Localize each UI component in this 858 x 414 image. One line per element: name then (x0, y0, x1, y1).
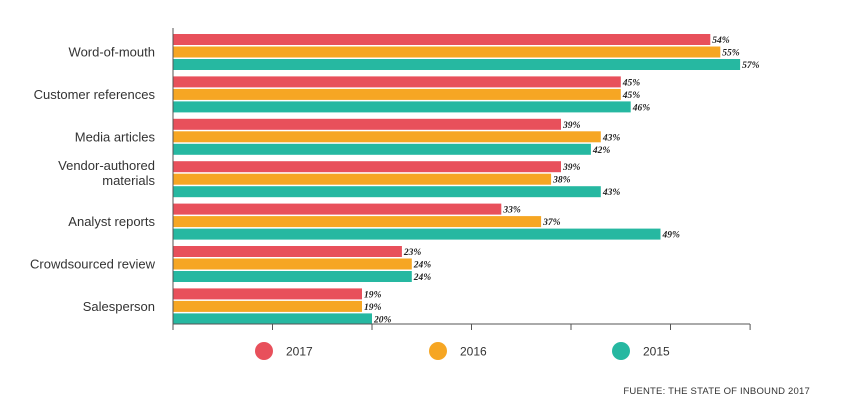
category-label: Crowdsourced review (30, 257, 156, 272)
category-label: Vendor-authored (58, 158, 155, 173)
value-label: 37% (542, 218, 561, 228)
value-label: 49% (662, 231, 681, 241)
bar-2015-1 (173, 101, 631, 113)
bar-2017-5 (173, 246, 402, 257)
bars-group (173, 34, 741, 325)
bar-2017-0 (173, 34, 711, 45)
value-label: 39% (562, 121, 581, 131)
value-label: 43% (602, 133, 621, 143)
value-label: 45% (622, 91, 641, 101)
source-note: FUENTE: THE STATE OF INBOUND 2017 (623, 386, 810, 397)
value-label: 45% (622, 78, 641, 88)
value-label: 20% (373, 315, 392, 325)
category-label: Salesperson (83, 299, 155, 314)
x-axis (172, 28, 751, 330)
value-label: 39% (562, 163, 581, 173)
category-label: Word-of-mouth (69, 45, 155, 60)
bar-2015-6 (173, 313, 372, 325)
labels-group: 54% 55%57% Word-of-mouth 45% 45% 46% Customer … (30, 36, 760, 325)
value-label: 42% (592, 146, 611, 156)
legend-label-2017: 2017 (286, 345, 313, 359)
bar-2015-5 (173, 271, 412, 282)
bar-2016-3 (173, 173, 552, 185)
value-label: 46% (632, 103, 651, 113)
bar-2016-2 (173, 131, 601, 143)
bar-2017-1 (173, 76, 621, 88)
value-label: 54% (712, 36, 730, 46)
value-label: 23% (403, 248, 422, 258)
legend-label-2015: 2015 (643, 345, 670, 359)
bar-2017-2 (173, 118, 561, 130)
bar-2016-0 (173, 46, 721, 58)
value-label: 38% (552, 176, 571, 186)
value-label: 57% (742, 61, 760, 71)
bar-2016-5 (173, 258, 412, 270)
bar-2017-3 (173, 161, 561, 173)
value-label: 24% (413, 261, 432, 271)
legend-swatch-2016 (429, 342, 447, 360)
value-label: 43% (602, 188, 621, 198)
bar-2016-4 (173, 216, 542, 228)
bar-2016-1 (173, 88, 621, 100)
value-label: 24% (413, 273, 432, 283)
value-label: 19% (364, 290, 382, 300)
category-label: Analyst reports (68, 214, 155, 229)
bar-2015-4 (173, 228, 661, 240)
bar-2017-6 (173, 288, 362, 300)
value-label: 55% (722, 49, 740, 59)
category-label: Customer references (34, 87, 156, 102)
legend: 2017 2016 2015 (255, 342, 670, 360)
bar-2015-2 (173, 143, 591, 155)
value-label: 19% (364, 303, 382, 313)
bar-2016-6 (173, 300, 362, 312)
value-label: 33% (502, 206, 520, 216)
legend-swatch-2017 (255, 342, 273, 360)
bar-2015-0 (173, 59, 741, 70)
bar-2015-3 (173, 186, 601, 198)
category-label: materials (102, 173, 155, 188)
legend-label-2016: 2016 (460, 345, 487, 359)
legend-swatch-2015 (612, 342, 630, 360)
category-label: Media articles (75, 129, 156, 144)
bar-2017-4 (173, 203, 502, 215)
